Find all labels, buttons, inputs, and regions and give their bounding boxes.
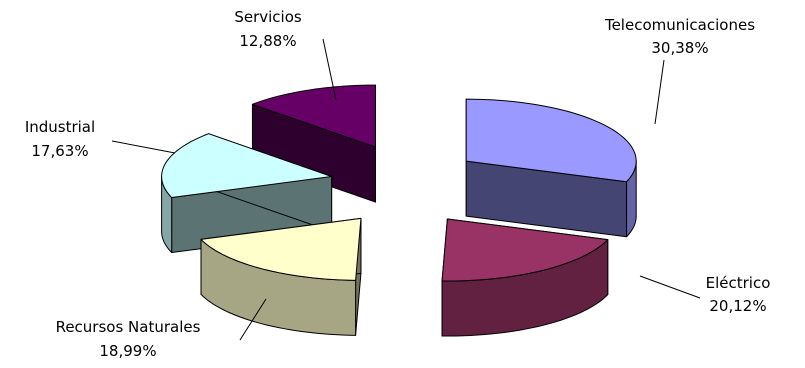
- slice-value-label-servicios: 12,88%: [239, 32, 296, 50]
- slice-category-label-recursos-naturales: Recursos Naturales: [56, 318, 201, 336]
- pie-slice-servicios: [251, 84, 376, 203]
- leader-line-servicios: [322, 38, 337, 101]
- slice-value-label-telecomunicaciones: 30,38%: [651, 39, 708, 57]
- pie-slice-telecomunicaciones: [465, 98, 637, 238]
- slice-label-servicios: Servicios 12,88%: [234, 8, 337, 101]
- leader-line-industrial: [111, 140, 176, 154]
- slice-label-recursos-naturales: Recursos Naturales 18,99%: [56, 298, 267, 360]
- slice-label-industrial: Industrial 17,63%: [25, 118, 176, 160]
- pie-slice-electrico-top: [441, 218, 609, 282]
- leader-line-recursos-naturales: [239, 298, 267, 341]
- leader-line-telecomunicaciones: [654, 59, 665, 125]
- slice-category-label-electrico: Eléctrico: [706, 274, 771, 292]
- slice-value-label-electrico: 20,12%: [709, 297, 766, 315]
- slice-category-label-telecomunicaciones: Telecomunicaciones: [604, 16, 755, 34]
- slice-category-label-industrial: Industrial: [25, 118, 95, 136]
- slice-label-telecomunicaciones: Telecomunicaciones 30,38%: [604, 16, 755, 125]
- pie-slice-telecomunicaciones-top: [465, 98, 637, 183]
- slice-label-electrico: Eléctrico 20,12%: [639, 274, 771, 315]
- slice-value-label-recursos-naturales: 18,99%: [99, 342, 156, 360]
- pie-slice-recursos-naturales: [200, 217, 362, 336]
- leader-line-electrico: [639, 275, 701, 299]
- pie-slice-servicios-top: [251, 84, 376, 148]
- pie-slice-recursos-naturales-top: [200, 217, 362, 281]
- pie-slice-industrial-top: [161, 133, 333, 199]
- pie-slice-electrico: [441, 218, 609, 337]
- slice-category-label-servicios: Servicios: [234, 8, 302, 26]
- slice-value-label-industrial: 17,63%: [31, 142, 88, 160]
